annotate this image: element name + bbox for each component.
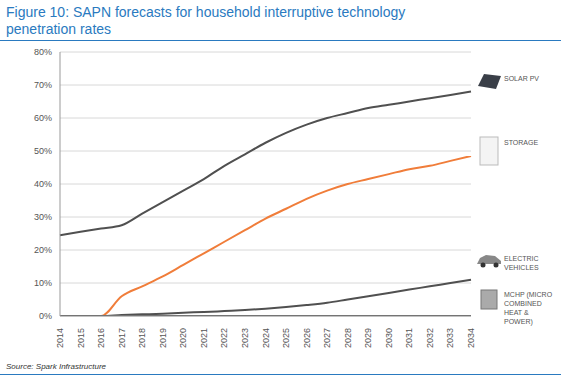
svg-text:2020: 2020 — [178, 328, 188, 348]
svg-text:10%: 10% — [34, 278, 52, 288]
svg-text:2019: 2019 — [158, 328, 168, 348]
svg-text:80%: 80% — [34, 47, 52, 57]
svg-text:2029: 2029 — [363, 328, 373, 348]
html-text:STORAGE: STORAGE — [504, 139, 539, 146]
svg-text:0%: 0% — [39, 311, 52, 321]
html-text:MCHP (MICRO COMBINED HEAT & PO: MCHP (MICRO COMBINED HEAT & POWER) — [504, 291, 553, 325]
svg-text:2028: 2028 — [343, 328, 353, 348]
svg-text:2017: 2017 — [117, 328, 127, 348]
html-text:Source: Spark Infrastructure: Source: Spark Infrastructure — [6, 362, 106, 371]
svg-text:2034: 2034 — [466, 328, 476, 348]
svg-text:2021: 2021 — [199, 328, 209, 348]
svg-text:40%: 40% — [34, 179, 52, 189]
svg-text:2032: 2032 — [425, 328, 435, 348]
svg-text:2031: 2031 — [404, 328, 414, 348]
svg-text:70%: 70% — [34, 80, 52, 90]
html-text:Figure 10: SAPN forecasts for: Figure 10: SAPN forecasts for household … — [6, 4, 406, 37]
svg-text:50%: 50% — [34, 146, 52, 156]
svg-text:2023: 2023 — [240, 328, 250, 348]
svg-text:2015: 2015 — [76, 328, 86, 348]
svg-text:2025: 2025 — [281, 328, 291, 348]
svg-text:2030: 2030 — [384, 328, 394, 348]
html-text:SOLAR PV: SOLAR PV — [504, 75, 539, 82]
svg-text:30%: 30% — [34, 212, 52, 222]
svg-text:2018: 2018 — [137, 328, 147, 348]
html-text:ELECTRIC VEHICLES: ELECTRIC VEHICLES — [504, 255, 539, 271]
svg-text:2016: 2016 — [96, 328, 106, 348]
svg-text:2027: 2027 — [322, 328, 332, 348]
svg-text:2014: 2014 — [55, 328, 65, 348]
svg-text:2024: 2024 — [261, 328, 271, 348]
svg-text:2033: 2033 — [445, 328, 455, 348]
svg-text:20%: 20% — [34, 245, 52, 255]
svg-text:2022: 2022 — [219, 328, 229, 348]
svg-text:2026: 2026 — [302, 328, 312, 348]
svg-text:60%: 60% — [34, 113, 52, 123]
